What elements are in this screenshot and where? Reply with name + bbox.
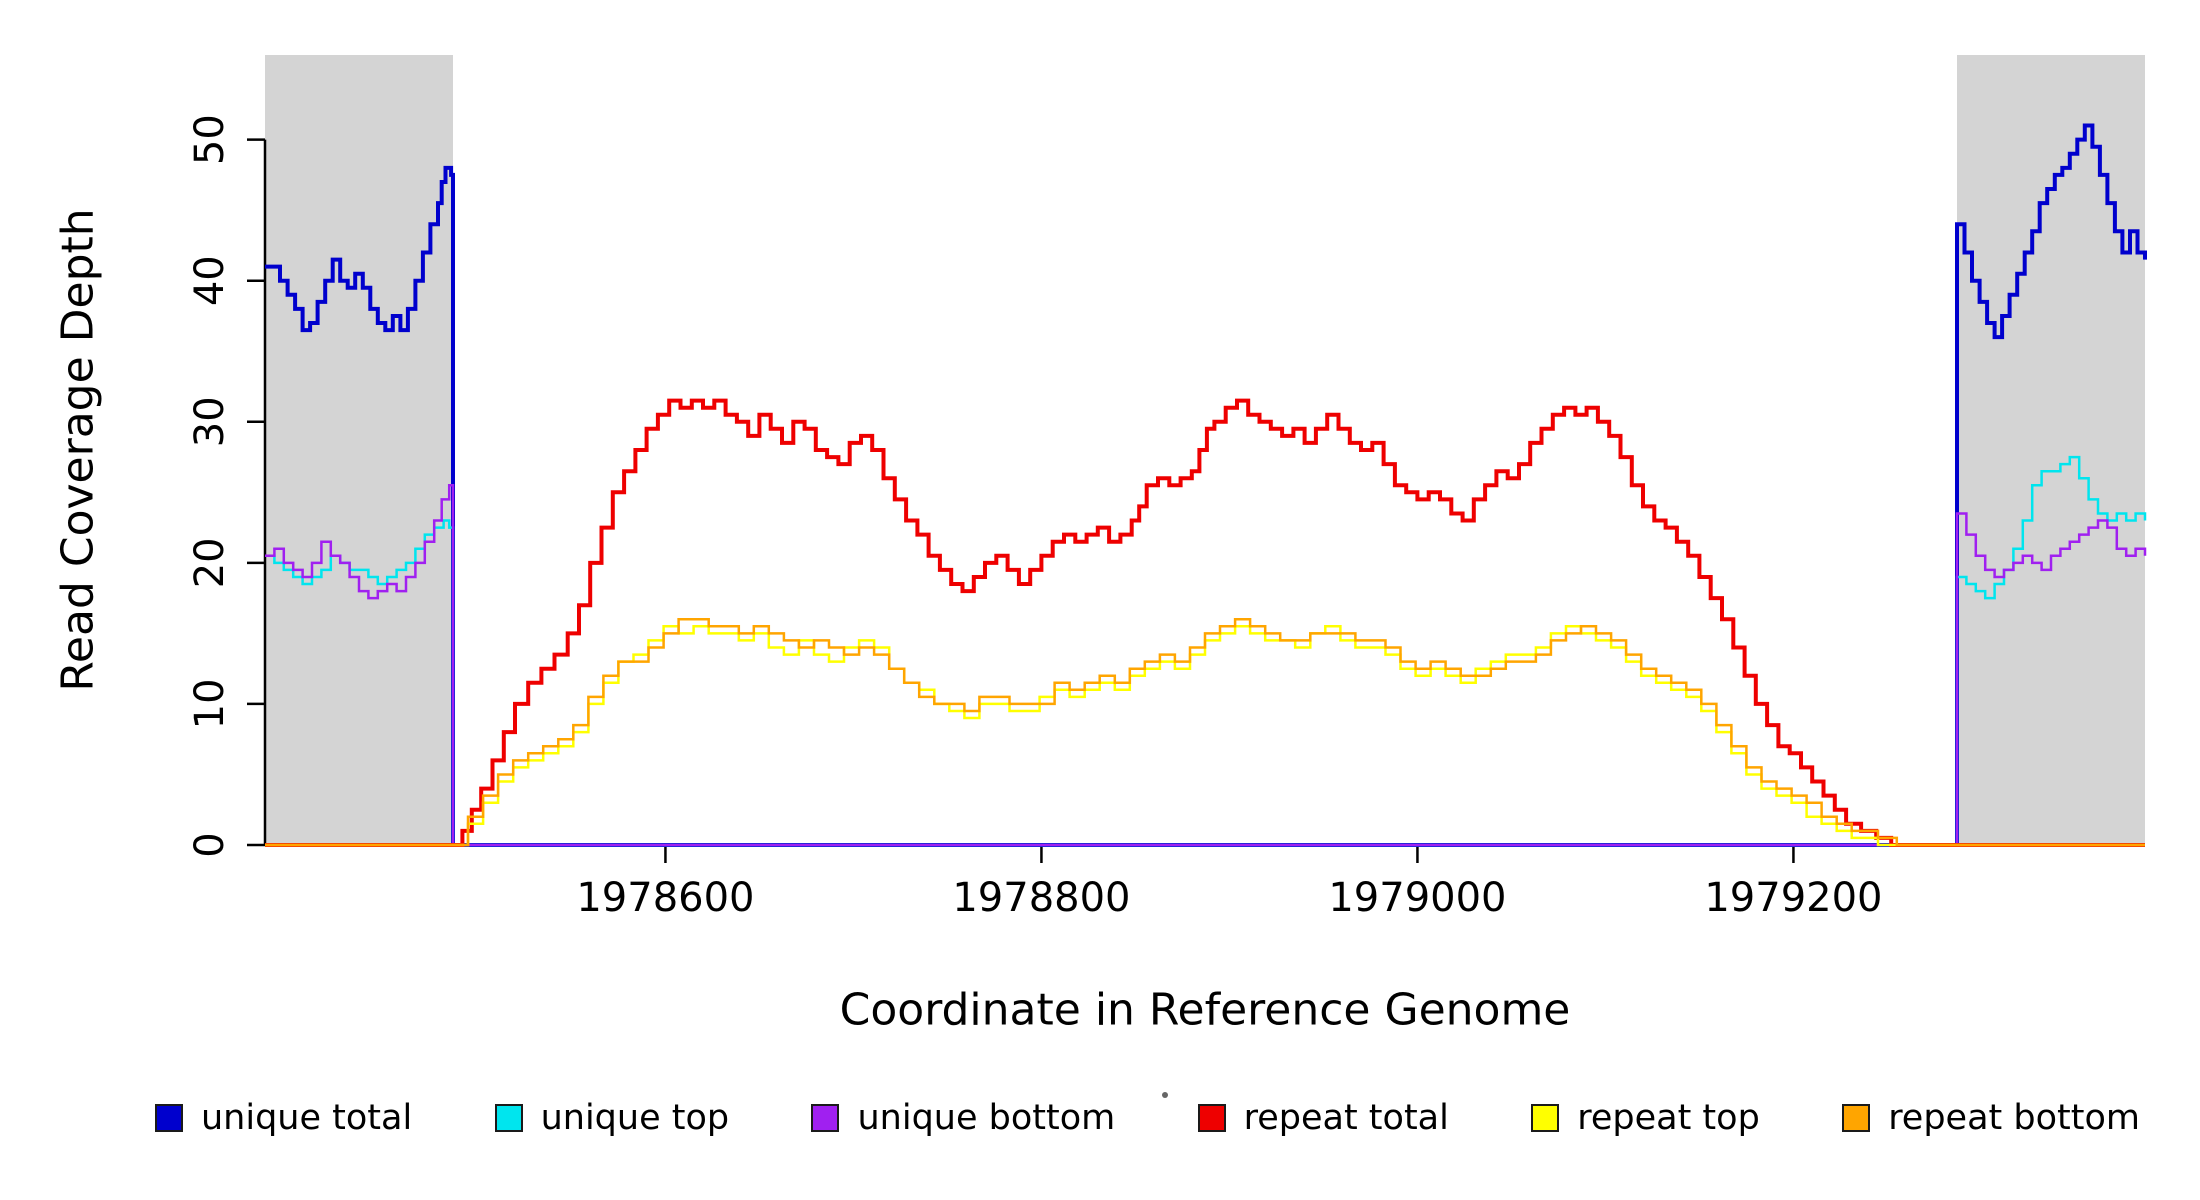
shaded-region-right-flank (1957, 55, 2145, 845)
shaded-region-left-flank (265, 55, 453, 845)
y-tick-label: 50 (187, 114, 233, 165)
legend-swatch-unique-total (155, 1104, 183, 1132)
legend-swatch-repeat-bottom (1842, 1104, 1871, 1132)
legend-item-unique-total: unique total (155, 1098, 412, 1138)
legend-item-repeat-total: repeat total (1197, 1098, 1449, 1138)
legend-label-unique-total: unique total (201, 1098, 413, 1138)
x-tick-label: 1979000 (1328, 875, 1506, 921)
series-repeat-bottom (265, 618, 2145, 847)
x-tick-label: 1978800 (952, 875, 1130, 921)
y-axis-title: Read Coverage Depth (52, 208, 104, 692)
series-unique-total (265, 123, 2147, 847)
legend-label-unique-bottom: unique bottom (857, 1098, 1116, 1138)
legend-swatch-repeat-top (1531, 1104, 1560, 1132)
legend-swatch-unique-top (494, 1104, 523, 1132)
y-tick-label: 10 (187, 678, 233, 729)
x-tick-label: 1978600 (576, 875, 754, 921)
coverage-plot: 1978600 1978800 1979000 1979200 0 10 20 30 40 50 (187, 55, 2147, 921)
series-unique-bottom (265, 484, 2147, 847)
legend: unique total unique top unique bottom re… (155, 1098, 2140, 1138)
x-axis-title: Coordinate in Reference Genome (839, 984, 1571, 1036)
legend-item-unique-bottom: unique bottom (811, 1098, 1115, 1138)
legend-item-unique-top: unique top (494, 1098, 730, 1138)
legend-swatch-unique-bottom (811, 1104, 840, 1132)
y-tick-label: 40 (187, 255, 233, 306)
stray-mark (1162, 1092, 1168, 1098)
series-repeat-top (265, 625, 2145, 847)
series-repeat-total (265, 398, 2145, 847)
legend-item-repeat-bottom: repeat bottom (1842, 1098, 2140, 1138)
legend-label-repeat-bottom: repeat bottom (1888, 1098, 2140, 1138)
legend-label-repeat-top: repeat top (1577, 1098, 1760, 1138)
y-tick-label: 30 (187, 396, 233, 447)
legend-item-repeat-top: repeat top (1531, 1098, 1760, 1138)
legend-label-unique-top: unique top (540, 1098, 730, 1138)
y-tick-label: 20 (187, 537, 233, 588)
legend-swatch-repeat-total (1197, 1104, 1226, 1132)
x-tick-label: 1979200 (1704, 875, 1882, 921)
legend-label-repeat-total: repeat total (1243, 1098, 1449, 1138)
y-tick-label: 0 (187, 832, 233, 857)
